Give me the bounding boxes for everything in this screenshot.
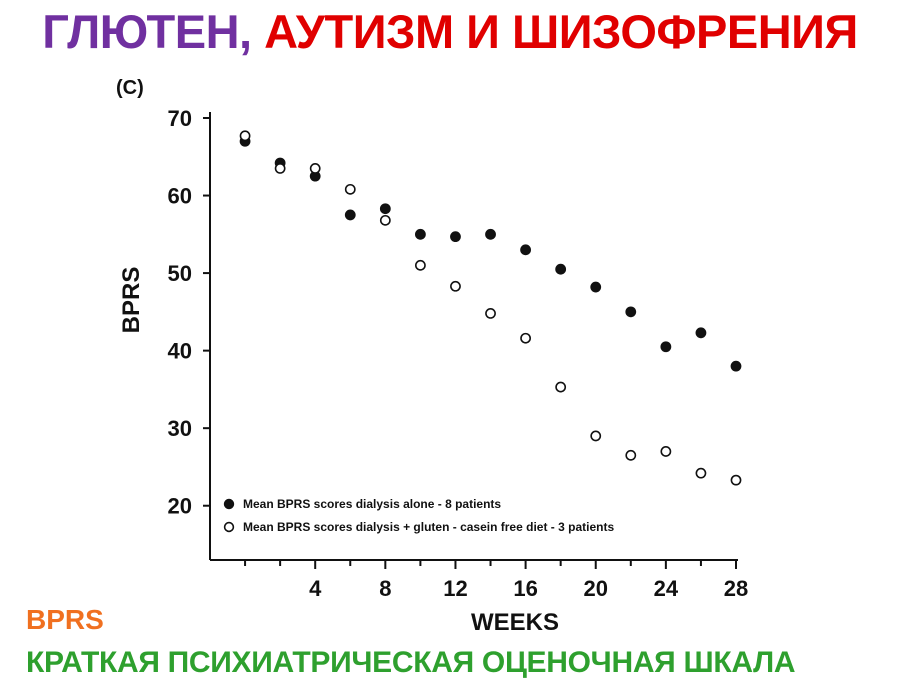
slide-title: ГЛЮТЕН, АУТИЗМ И ШИЗОФРЕНИЯ [0, 4, 900, 59]
data-point-dialysis-alone [730, 360, 742, 372]
data-point-dialysis-diet [660, 446, 672, 457]
legend-marker [223, 498, 235, 510]
data-point-dialysis-diet [239, 130, 251, 142]
x-axis-label: WEEKS [471, 609, 559, 636]
title-part-gluten: ГЛЮТЕН, [42, 5, 252, 58]
data-point-dialysis-alone [625, 306, 637, 318]
data-point-dialysis-diet [450, 280, 461, 292]
data-point-dialysis-diet [590, 430, 602, 442]
title-part-autism-schizophrenia: АУТИЗМ И ШИЗОФРЕНИЯ [264, 5, 858, 58]
data-point-dialysis-alone [414, 228, 426, 240]
data-point-dialysis-alone [379, 203, 391, 215]
data-point-dialysis-diet [555, 381, 567, 393]
legend-label: Mean BPRS scores dialysis alone - 8 pati… [243, 497, 501, 511]
y-tick-label: 60 [168, 184, 192, 209]
footer-abbreviation: BPRS [26, 604, 104, 635]
legend-marker [223, 521, 235, 533]
y-axis-label: BPRS [118, 267, 145, 334]
y-tick-label: 50 [168, 261, 192, 286]
data-point-dialysis-alone [695, 327, 707, 339]
data-point-dialysis-diet [379, 214, 391, 226]
data-point-dialysis-diet [625, 449, 637, 461]
x-tick-label: 28 [724, 576, 748, 601]
data-point-dialysis-alone [344, 209, 356, 221]
data-point-dialysis-alone [660, 341, 672, 353]
legend-label: Mean BPRS scores dialysis + gluten - cas… [243, 520, 614, 534]
x-tick-label: 16 [513, 576, 537, 601]
data-point-dialysis-diet [730, 474, 742, 486]
data-point-dialysis-diet [520, 332, 531, 344]
x-tick-label: 12 [443, 576, 467, 601]
data-point-dialysis-diet [309, 163, 321, 174]
footer-full-name: КРАТКАЯ ПСИХИАТРИЧЕСКАЯ ОЦЕНОЧНАЯ ШКАЛА [26, 646, 796, 679]
data-point-dialysis-alone [450, 231, 461, 243]
x-tick-label: 24 [654, 576, 679, 601]
data-point-dialysis-diet [695, 467, 707, 479]
x-tick-label: 4 [309, 576, 322, 601]
data-point-dialysis-diet [274, 163, 286, 174]
data-point-dialysis-alone [590, 281, 602, 293]
x-tick-label: 8 [379, 576, 391, 601]
y-tick-label: 40 [168, 339, 192, 364]
data-point-dialysis-diet [414, 259, 426, 271]
data-point-dialysis-diet [344, 183, 356, 195]
x-tick-label: 20 [583, 576, 607, 601]
y-tick-label: 20 [168, 494, 192, 519]
data-point-dialysis-alone [520, 244, 531, 256]
data-point-dialysis-alone [485, 228, 496, 240]
panel-label: (C) [116, 77, 144, 99]
y-tick-label: 70 [168, 106, 192, 131]
data-point-dialysis-diet [485, 308, 496, 319]
y-tick-label: 30 [168, 416, 192, 441]
data-point-dialysis-alone [555, 263, 567, 275]
